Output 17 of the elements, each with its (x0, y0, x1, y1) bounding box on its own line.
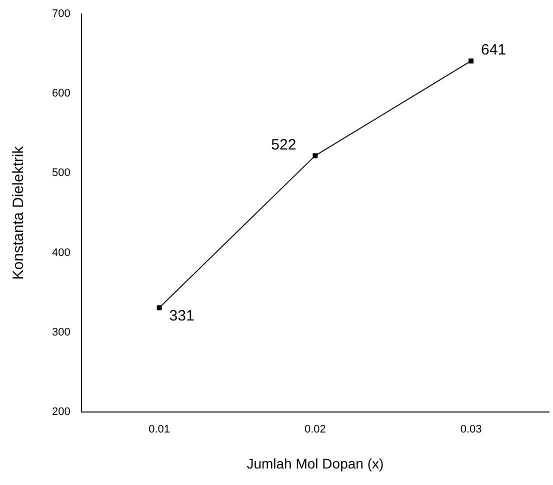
x-tick-label: 0.02 (304, 424, 326, 436)
y-tick-label: 400 (52, 246, 70, 259)
data-label: 331 (169, 307, 194, 324)
x-tick-label: 0.03 (460, 424, 482, 436)
point (468, 58, 474, 64)
point (156, 305, 162, 310)
x-axis-title: Jumlah Mol Dopan (x) (246, 455, 384, 472)
y-axis-title: Konstanta Dielektrik (10, 146, 28, 280)
data-label: 641 (481, 42, 506, 59)
x-tick-label: 0.01 (148, 424, 170, 436)
y-tick-label: 200 (52, 406, 70, 418)
y-tick-label: 600 (52, 88, 70, 100)
y-tick-label: 500 (52, 167, 70, 180)
y-tick-label: 700 (52, 8, 70, 20)
data-label: 522 (271, 136, 296, 154)
point (312, 153, 318, 158)
y-tick-label: 300 (52, 326, 70, 338)
